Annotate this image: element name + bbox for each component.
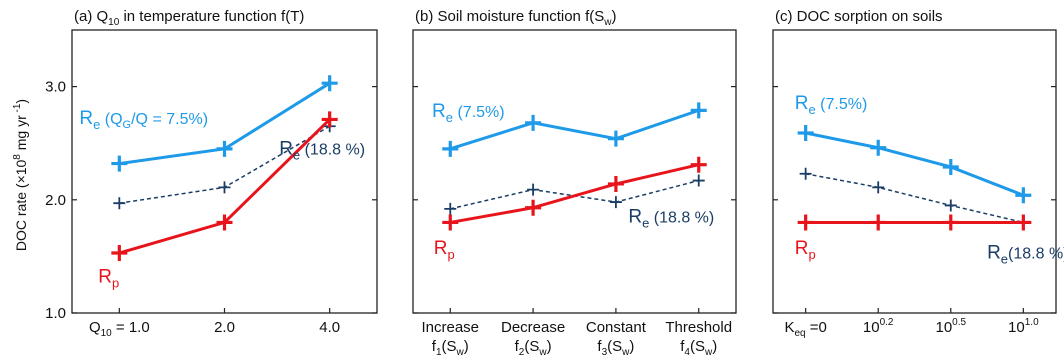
x-tick-label-line2-b: f3​(Sw​) <box>597 338 634 358</box>
data-point-Re_7_5 <box>217 141 233 157</box>
x-tick-label-c: 100.2​ <box>863 317 894 336</box>
panel-title-a: (a) Q10​ in temperature function f(T) <box>74 8 304 28</box>
plot-frame-b <box>413 30 736 313</box>
y-tick-label: 1.0 <box>45 305 66 322</box>
x-tick-label-a: Q10​ = 1.0 <box>89 319 150 339</box>
data-point-Re_7_5 <box>608 131 624 147</box>
data-point-Re_7_5 <box>111 156 127 172</box>
panel-a: (a) Q10​ in temperature function f(T) 1.0… <box>45 8 377 339</box>
series-label-Re_18_8: Re​ (18.8 %) <box>628 206 714 230</box>
plot-frame-c <box>773 30 1056 313</box>
panel-b: (b) Soil moisture function f(Sw​) Increas… <box>413 8 736 358</box>
data-point-Re_7_5 <box>525 115 541 131</box>
data-point-Rp <box>798 214 814 230</box>
data-point-Re_7_5 <box>943 159 959 175</box>
panel-c: (c) DOC sorption on soils Keq​ =0 100.2​ 10… <box>773 8 1064 339</box>
x-tick-label-b: Constant <box>586 319 647 336</box>
data-point-Rp <box>1015 214 1031 230</box>
data-point-Re_18_8 <box>527 184 539 196</box>
data-point-Rp <box>111 245 127 261</box>
data-point-Re_7_5 <box>870 140 886 156</box>
data-point-Re_18_8 <box>444 203 456 215</box>
data-point-Re_7_5 <box>1015 187 1031 203</box>
data-point-Re_7_5 <box>691 102 707 118</box>
x-tick-label-c: 101.0​ <box>1008 317 1039 336</box>
y-tick-label: 3.0 <box>45 79 66 96</box>
panel-title-b: (b) Soil moisture function f(Sw​) <box>415 8 616 28</box>
data-point-Re_18_8 <box>219 181 231 193</box>
series-label-Re_18_8: Re​ (18.8 %) <box>279 139 365 163</box>
series-label-Rp: Rp​ <box>98 266 119 290</box>
series-label-Re_18_8: Re​(18.8 %) <box>987 243 1064 267</box>
panel-title-c: (c) DOC sorption on soils <box>775 8 943 25</box>
data-point-Re_7_5 <box>322 75 338 91</box>
panels: (a) Q10​ in temperature function f(T) 1.0… <box>45 8 1064 358</box>
x-tick-label-b: Decrease <box>501 319 565 336</box>
series-line-Re_7_5 <box>806 133 1024 195</box>
data-point-Rp <box>608 176 624 192</box>
data-point-Re_7_5 <box>442 141 458 157</box>
y-tick-label: 2.0 <box>45 192 66 209</box>
data-point-Rp <box>525 200 541 216</box>
x-tick-label-c: Keq​ =0 <box>784 319 826 339</box>
data-point-Rp <box>870 214 886 230</box>
x-tick-label-b: Increase <box>421 319 479 336</box>
data-point-Re_18_8 <box>800 168 812 180</box>
x-tick-label-c: 100.5​ <box>935 317 966 336</box>
data-point-Re_18_8 <box>693 175 705 187</box>
x-tick-label-a: 2.0 <box>214 319 235 336</box>
data-point-Rp <box>691 157 707 173</box>
series-label-Rp: Rp​ <box>795 238 816 262</box>
y-axis-label: DOC rate (×108 mg yr -1) <box>12 99 29 251</box>
x-tick-label-b: Threshold <box>665 319 732 336</box>
data-point-Re_18_8 <box>113 197 125 209</box>
data-point-Re_18_8 <box>872 181 884 193</box>
data-point-Re_7_5 <box>798 125 814 141</box>
x-tick-label-line2-b: f1​(Sw​) <box>432 338 469 358</box>
x-tick-label-line2-b: f2​(Sw​) <box>515 338 552 358</box>
data-point-Rp <box>442 214 458 230</box>
data-point-Re_18_8 <box>610 196 622 208</box>
series-label-Re_7_5: Re​ (QG​/Q = 7.5%) <box>79 108 208 132</box>
x-tick-label-a: 4.0 <box>319 319 340 336</box>
series-label-Re_7_5: Re​ (7.5%) <box>795 93 868 117</box>
data-point-Rp <box>943 214 959 230</box>
series-label-Re_7_5: Re​ (7.5%) <box>432 101 505 125</box>
series-label-Rp: Rp​ <box>434 238 455 262</box>
x-tick-label-line2-b: f4​(Sw​) <box>680 338 717 358</box>
data-point-Re_18_8 <box>945 199 957 211</box>
